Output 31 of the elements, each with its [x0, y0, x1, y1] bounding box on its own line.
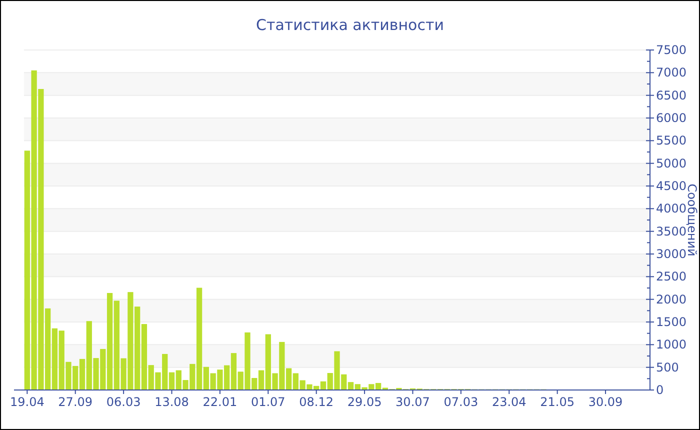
y-tick-label: 3500 [656, 224, 687, 238]
y-tick-label: 6000 [656, 111, 687, 125]
y-tick-label: 4000 [656, 202, 687, 216]
y-tick-label: 2500 [656, 270, 687, 284]
chart-title: Статистика активности [256, 16, 444, 34]
y-tick-label: 1000 [656, 338, 687, 352]
x-tick-label: 23.04 [492, 395, 526, 409]
y-axis-title: Сообщений [685, 184, 699, 256]
x-tick-label: 19.04 [10, 395, 44, 409]
y-tick-label: 7500 [656, 43, 687, 57]
x-tick-label: 08.12 [299, 395, 334, 409]
y-tick-label: 4500 [656, 179, 687, 193]
y-tick-label: 500 [656, 360, 679, 374]
x-tick-label: 01.07 [250, 395, 286, 409]
x-tick-label: 13.08 [154, 395, 189, 409]
y-tick-label: 2000 [656, 292, 687, 306]
x-tick-label: 27.09 [58, 395, 93, 409]
y-tick-label: 5000 [656, 156, 687, 170]
y-tick-label: 3000 [656, 247, 687, 261]
y-tick-label: 0 [656, 383, 664, 397]
x-tick-label: 06.03 [106, 395, 141, 409]
x-tick-label: 30.07 [396, 395, 430, 409]
x-tick-label: 07.03 [444, 395, 478, 409]
x-tick-label: 30.09 [588, 395, 623, 409]
y-tick-label: 6500 [656, 88, 687, 102]
y-tick-label: 7000 [656, 66, 687, 80]
y-tick-label: 1500 [656, 315, 687, 329]
x-tick-label: 22.01 [202, 395, 238, 409]
x-tick-label: 29.05 [347, 395, 382, 409]
y-tick-label: 5500 [656, 134, 687, 148]
x-tick-label: 21.05 [540, 395, 575, 409]
